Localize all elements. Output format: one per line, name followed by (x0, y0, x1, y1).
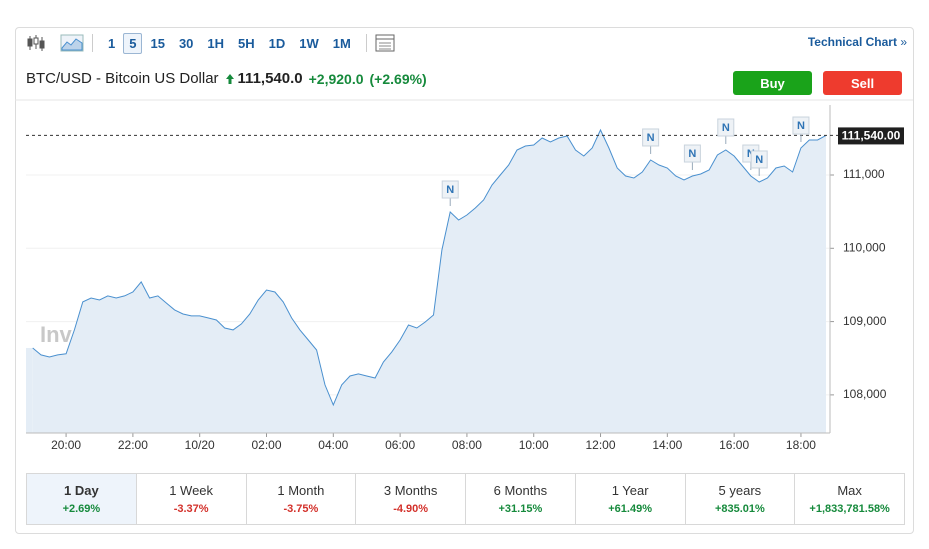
interval-button[interactable]: 1 (108, 35, 116, 51)
price: 111,540.0 (237, 70, 303, 87)
area-icon[interactable] (60, 34, 84, 52)
interval-button[interactable]: 1D (268, 35, 286, 51)
period-change[interactable]: -3.75% (283, 503, 319, 515)
period-tab[interactable]: 3 Months -4.90% (355, 474, 465, 524)
news-label: N (446, 184, 454, 196)
news-label: N (722, 122, 730, 134)
interval-button[interactable]: 1W (299, 35, 319, 51)
period-change[interactable]: +835.01% (714, 503, 765, 515)
period-label[interactable]: 1 Week (169, 483, 214, 498)
toolbar: 1 5 15 30 1H 5H 1D 1W 1M (26, 31, 395, 55)
period-tab[interactable]: 1 Day +2.69% (27, 474, 136, 524)
change-percent: (+2.69%) (369, 70, 427, 87)
news-marker (441, 180, 459, 199)
x-tick-label: 16:00 (719, 438, 749, 452)
x-tick-label: 10/20 (185, 438, 215, 452)
y-tick-label: 110,000 (843, 240, 886, 254)
period-tab[interactable]: 6 Months +31.15% (465, 474, 575, 524)
buy-button[interactable]: Buy (733, 71, 812, 95)
x-tick-label: 08:00 (452, 438, 482, 452)
period-tab[interactable]: Max +1,833,781.58% (794, 474, 904, 524)
technical-chart-link[interactable]: Technical Chart » (808, 35, 907, 49)
period-label[interactable]: 1 Month (277, 483, 325, 498)
quote-header: BTC/USD - Bitcoin US Dollar 111,540.0 +2… (26, 70, 427, 87)
interval-button[interactable]: 1H (207, 35, 225, 51)
last-price-label: 111,540.00 (842, 129, 901, 143)
interval-group: 1 5 15 30 1H 5H 1D 1W 1M (101, 32, 358, 54)
interval-button[interactable]: 1M (332, 35, 351, 51)
period-label[interactable]: 6 Months (493, 483, 548, 498)
period-change[interactable]: -3.37% (173, 503, 209, 515)
news-marker (717, 118, 735, 137)
news-marker (642, 128, 660, 147)
news-label: N (647, 132, 655, 144)
last-price-box (838, 127, 904, 145)
period-change[interactable]: +61.49% (608, 503, 652, 515)
y-tick-label: 108,000 (843, 387, 887, 401)
link-text[interactable]: Technical Chart (807, 35, 897, 49)
separator (92, 34, 93, 52)
period-label[interactable]: 5 years (718, 483, 762, 498)
news-label: N (688, 148, 696, 160)
symbol: BTC/USD - Bitcoin US Dollar (26, 70, 219, 87)
up-arrow (225, 73, 234, 84)
sell-button[interactable]: Sell (823, 71, 902, 95)
period-change[interactable]: +31.15% (498, 503, 543, 515)
period-tab[interactable]: 5 years +835.01% (684, 474, 795, 524)
x-tick-label: 02:00 (251, 438, 281, 452)
panel (15, 27, 914, 534)
news-label: N (755, 154, 763, 166)
y-tick-label: 109,000 (843, 314, 887, 328)
period-tab[interactable]: 1 Year +61.49% (574, 474, 685, 524)
x-tick-label: 04:00 (318, 438, 348, 452)
change: +2,920.0 (308, 70, 364, 87)
area-fill (32, 130, 826, 433)
period-change[interactable]: -4.90% (393, 503, 429, 515)
period-label[interactable]: 1 Year (611, 483, 649, 498)
period-tabs: 1 Day +2.69% 1 Week -3.37% 1 Month -3.75% 3 Mo… (26, 473, 905, 525)
x-tick-label: 18:00 (786, 438, 816, 452)
period-label[interactable]: 3 Months (383, 483, 438, 498)
x-tick-label: 12:00 (586, 438, 616, 452)
period-tab[interactable]: 1 Month -3.75% (245, 474, 356, 524)
price-line (32, 128, 827, 407)
news-marker (683, 144, 701, 163)
news-label: N (797, 120, 805, 132)
link-arrow[interactable]: » (900, 35, 907, 49)
x-tick-label: 22:00 (118, 438, 148, 452)
period-change[interactable]: +2.69% (62, 503, 101, 515)
news-marker (792, 116, 810, 135)
candlestick-icon[interactable] (26, 34, 46, 52)
x-tick-label: 10:00 (519, 438, 549, 452)
period-change[interactable]: +1,833,781.58% (809, 503, 890, 515)
y-tick-label: 111,000 (843, 167, 885, 181)
separator (365, 34, 367, 52)
period-label[interactable]: 1 Day (64, 483, 99, 498)
table-icon[interactable] (375, 34, 395, 52)
interval-button[interactable]: 30 (178, 35, 194, 51)
period-tab[interactable]: 1 Week -3.37% (135, 474, 246, 524)
news-marker (750, 150, 768, 169)
x-tick-label: 06:00 (385, 438, 415, 452)
interval-button[interactable]: 15 (150, 35, 165, 51)
interval-button[interactable]: 5H (238, 35, 255, 51)
x-tick-label: 20:00 (51, 438, 81, 452)
left-pad-fill (26, 347, 33, 433)
interval-button[interactable]: 5 (123, 32, 143, 54)
x-tick-label: 14:00 (652, 438, 682, 452)
period-label[interactable]: Max (837, 483, 862, 498)
